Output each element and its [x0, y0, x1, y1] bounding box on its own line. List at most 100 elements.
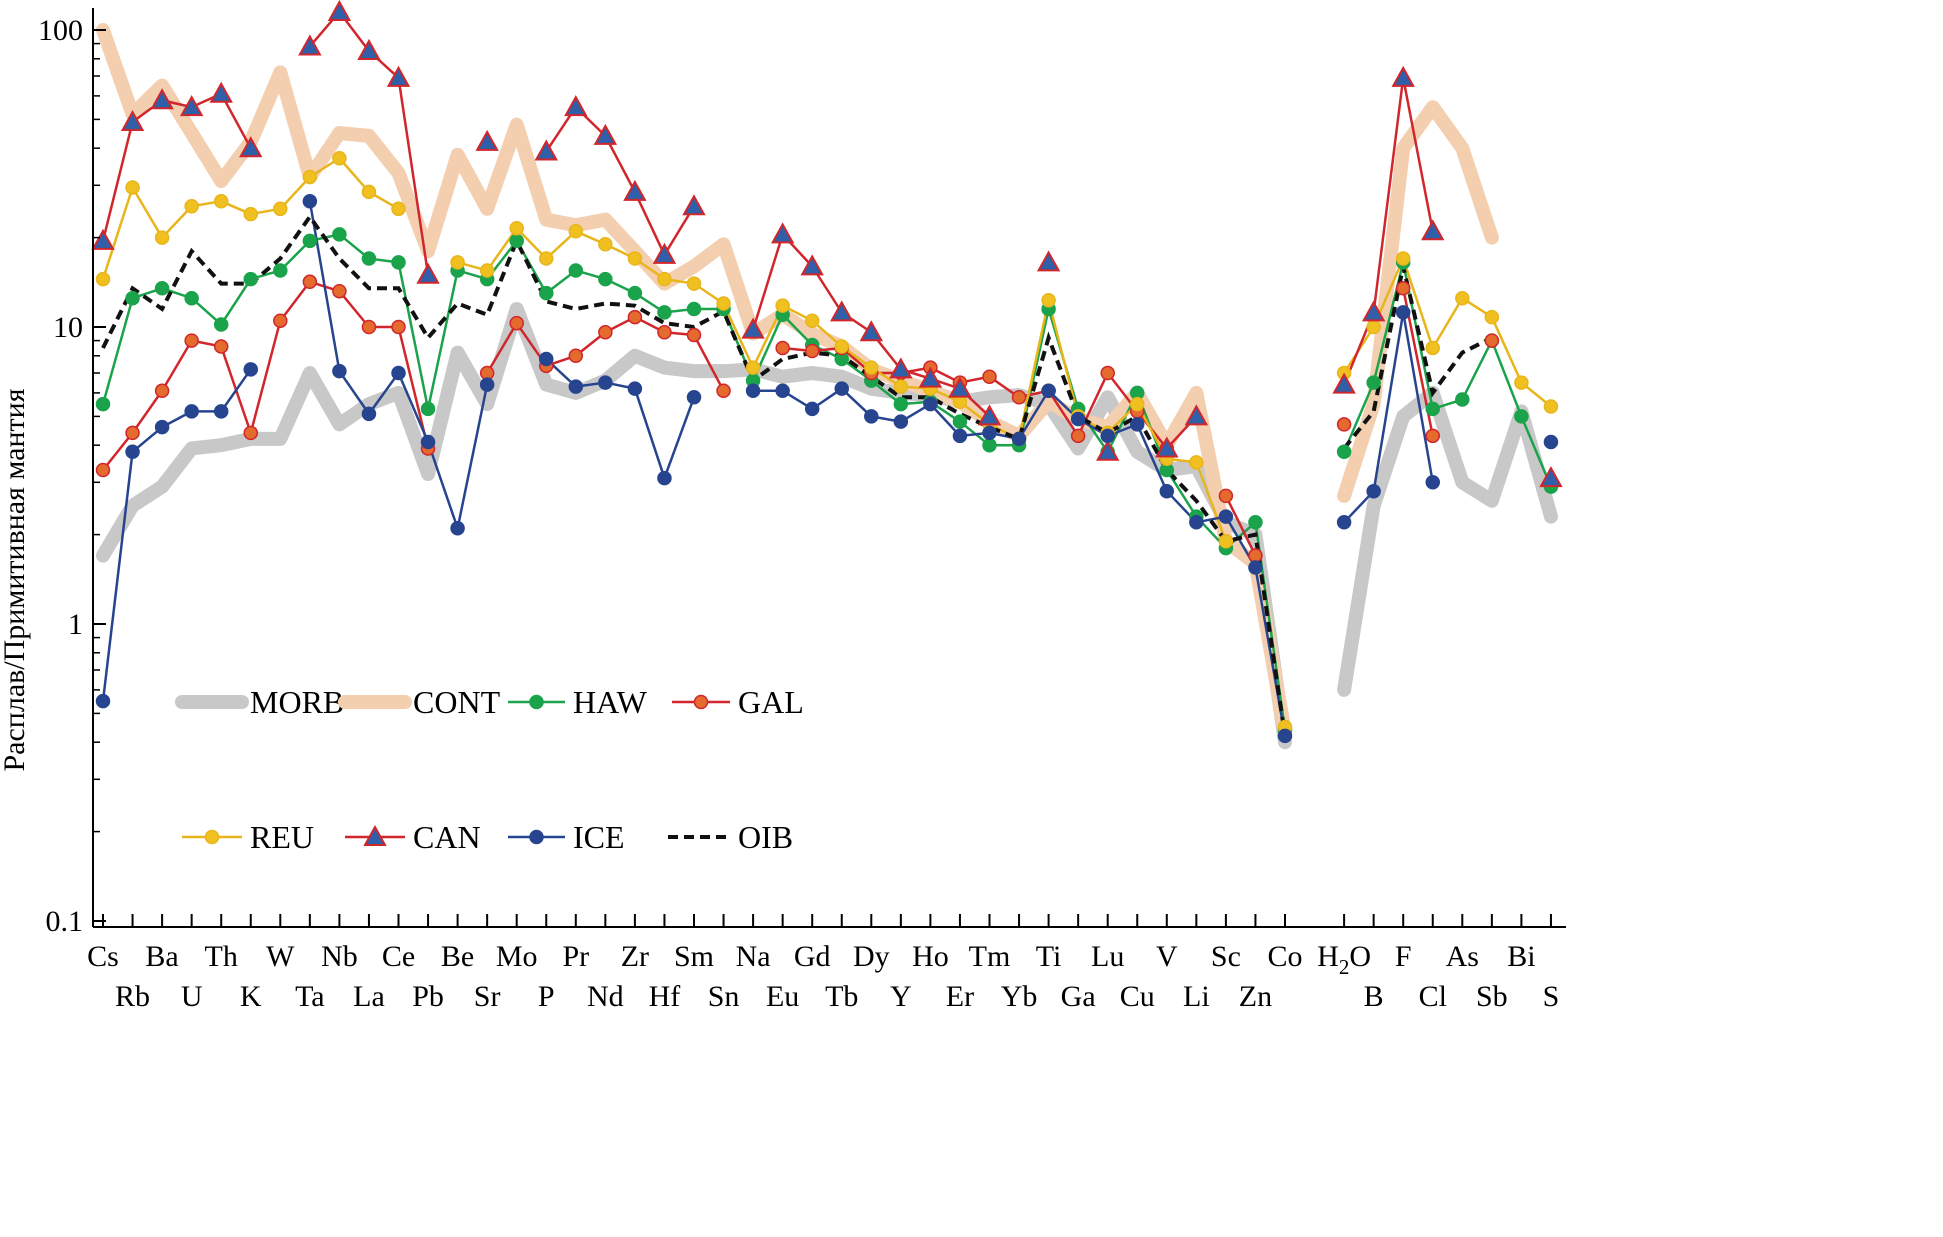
reu-point [479, 263, 495, 278]
x-tick-label-mo: Mo [496, 940, 538, 973]
x-tick-label-na: Na [736, 940, 771, 973]
x-tick-label-y: Y [890, 980, 912, 1013]
reu-point [1425, 340, 1440, 356]
x-tick-label-sb: Sb [1476, 980, 1508, 1013]
x-tick-label-sr: Sr [474, 980, 501, 1013]
ice-line [1343, 311, 1434, 524]
reu-point [95, 271, 111, 287]
y-tick-label: 10 [53, 311, 83, 344]
haw-point [95, 396, 111, 412]
legend-item-ice: ICE [508, 819, 625, 855]
morb-band [96, 301, 1292, 750]
legend-item-oib: OIB [668, 819, 793, 855]
can-point [1332, 372, 1356, 394]
ice-point [302, 194, 318, 209]
gal-point [804, 343, 820, 359]
reu-point [213, 194, 229, 209]
can-point [327, 0, 352, 21]
ice-point [479, 377, 495, 392]
can-point [948, 376, 972, 398]
ice-point [1248, 560, 1263, 575]
can-point [179, 95, 204, 117]
x-tick-label-u: U [181, 980, 203, 1013]
haw-point [154, 281, 170, 296]
reu-point [804, 313, 820, 328]
haw-point [598, 271, 613, 287]
can-point [918, 366, 943, 388]
gal-point [213, 339, 229, 354]
x-tick-label-dy: Dy [853, 940, 890, 973]
x-tick-label-be: Be [441, 940, 474, 973]
x-tick-label-cs: Cs [87, 940, 119, 973]
x-tick-label-w: W [266, 940, 295, 973]
reu-point [657, 271, 672, 287]
reu-point [1455, 290, 1470, 306]
reu-point [125, 180, 140, 195]
gal-point [1218, 488, 1234, 504]
x-tick-label-b: B [1364, 980, 1384, 1013]
legend-label-reu: REU [250, 819, 314, 855]
reu-point [745, 360, 761, 375]
x-tick-label-v: V [1156, 940, 1178, 973]
x-tick-label-rb: Rb [115, 980, 150, 1013]
gal-line [1224, 495, 1257, 557]
can-point [652, 242, 677, 264]
ice-point [1425, 475, 1440, 490]
x-tick-label-hf: Hf [649, 980, 681, 1013]
x-tick-label-tb: Tb [825, 980, 858, 1013]
y-tick-label: 1 [68, 608, 83, 641]
band-series-layer [96, 23, 1558, 750]
marker-layer [91, 0, 1563, 744]
reu-point [539, 251, 554, 266]
reu-point [598, 236, 613, 252]
reu-point [834, 339, 849, 354]
haw-point [893, 396, 909, 412]
ice-point [745, 383, 761, 399]
gal-point [243, 425, 258, 441]
x-tick-label-bi: Bi [1507, 940, 1535, 973]
reu-point [391, 201, 406, 217]
gal-point [1395, 281, 1411, 296]
haw-point [627, 285, 643, 301]
ice-point [1100, 428, 1115, 444]
reu-point [1130, 396, 1145, 412]
haw-point [1366, 375, 1381, 390]
ice-point [627, 381, 643, 396]
gal-point [154, 383, 170, 399]
x-tick-label-ho: Ho [912, 940, 949, 973]
gal-point [686, 327, 702, 343]
gal-point [598, 325, 613, 340]
reu-point [775, 298, 790, 313]
ice-point [1130, 417, 1145, 432]
legend-item-morb: MORB [175, 684, 344, 720]
legend-label-ice: ICE [573, 819, 625, 855]
haw-point [213, 317, 229, 332]
y-tick-label: 100 [38, 14, 83, 47]
can-point [1155, 436, 1179, 458]
haw-point [1248, 515, 1263, 530]
x-tick-label-ce: Ce [382, 940, 415, 973]
reu-point [1218, 533, 1234, 549]
ice-point [864, 409, 879, 424]
x-tick-label-nd: Nd [587, 980, 624, 1013]
haw-point [568, 263, 584, 278]
legend-label-haw: HAW [573, 684, 648, 720]
x-tick-label-sm: Sm [674, 940, 714, 973]
can-point [209, 81, 233, 103]
ice-point [657, 470, 672, 486]
can-point [623, 179, 647, 201]
reu-point [184, 199, 199, 214]
legend-item-can: CAN [345, 819, 481, 855]
reu-point [864, 360, 879, 375]
ice-point [568, 379, 584, 394]
reu-point [361, 184, 377, 200]
x-tick-label-ti: Ti [1036, 940, 1062, 973]
reu-point [716, 296, 731, 311]
x-tick-label-k: K [240, 980, 262, 1013]
reu-point [1366, 319, 1381, 335]
ice-point [1543, 434, 1559, 450]
ice-point [450, 521, 465, 536]
can-point [977, 404, 1002, 426]
